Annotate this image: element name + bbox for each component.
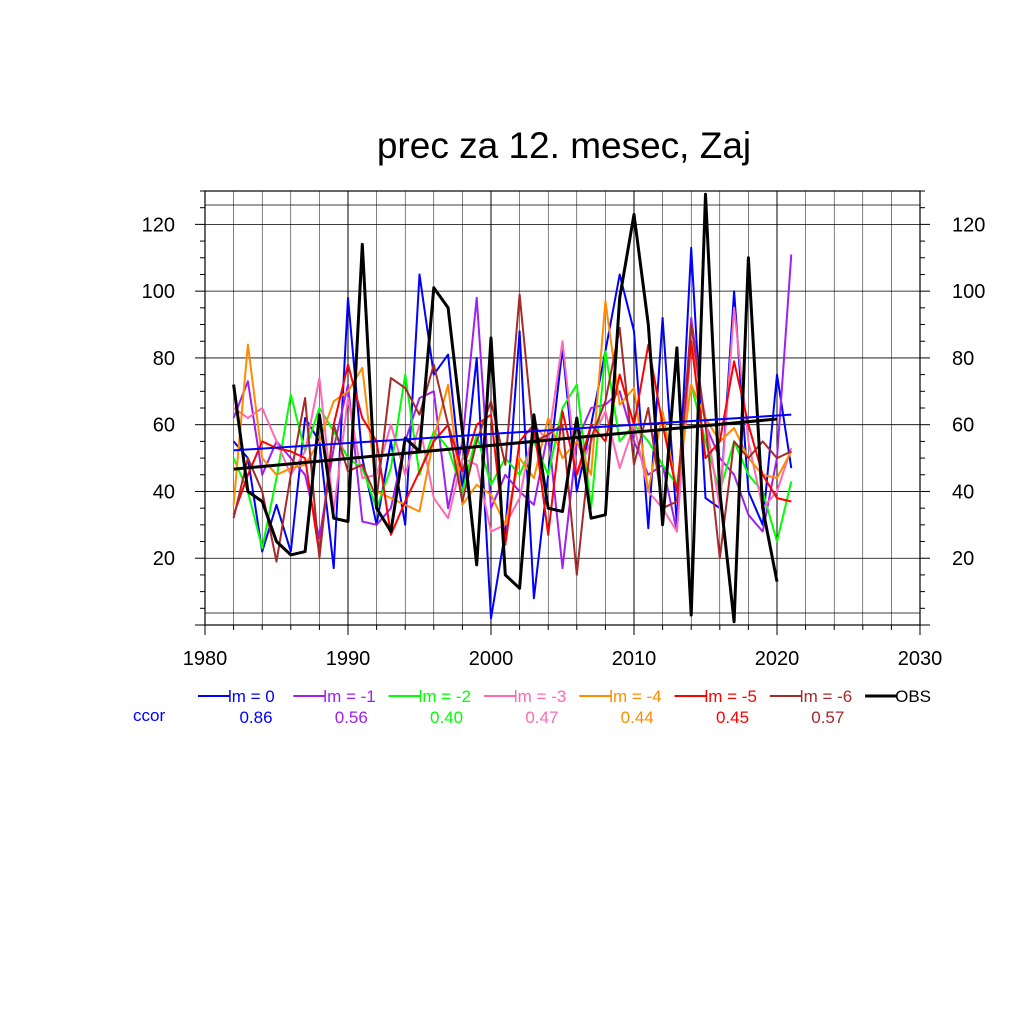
x-tick-label: 1980 xyxy=(183,648,228,670)
ccor-value: 0.44 xyxy=(621,708,654,727)
y-tick-label: 120 xyxy=(142,214,175,236)
y-tick-label-right: 120 xyxy=(952,214,985,236)
ccor-value: 0.86 xyxy=(239,708,272,727)
legend-label: lm = -6 xyxy=(800,687,852,706)
ccor-value: 0.56 xyxy=(335,708,368,727)
y-tick-label: 100 xyxy=(142,281,175,303)
legend-item: lm = -3 0.47 xyxy=(483,687,566,727)
legend-label: lm = -1 xyxy=(323,687,375,706)
y-tick-label-right: 20 xyxy=(952,548,974,570)
legend-item: lm = -1 0.56 xyxy=(293,687,376,727)
ccor-value: 0.47 xyxy=(525,708,558,727)
y-tick-label-right: 100 xyxy=(952,281,985,303)
legend-item: lm = -5 0.45 xyxy=(674,687,757,727)
x-tick-label: 2030 xyxy=(898,648,943,670)
series-1 xyxy=(232,254,793,570)
legend-item: lm = 0 0.86 xyxy=(198,687,275,727)
ccor-value: 0.45 xyxy=(716,708,749,727)
ccor-value: 0.40 xyxy=(430,708,463,727)
legend-item: OBS xyxy=(865,687,931,706)
y-tick-label: 40 xyxy=(153,481,175,503)
legend-label: OBS xyxy=(895,687,931,706)
ccor-value: 0.57 xyxy=(811,708,844,727)
grid xyxy=(204,191,921,625)
y-tick-label-right: 40 xyxy=(952,481,974,503)
legend-label: lm = -3 xyxy=(514,687,566,706)
legend-label: lm = -4 xyxy=(609,687,661,706)
series-line xyxy=(232,192,779,624)
y-tick-label-right: 80 xyxy=(952,348,974,370)
y-tick-label-right: 60 xyxy=(952,415,974,437)
legend-item: lm = -4 0.44 xyxy=(579,687,662,727)
x-tick-label: 2000 xyxy=(469,648,514,670)
x-tick-label: 1990 xyxy=(326,648,371,670)
legend-item: lm = -2 0.40 xyxy=(388,687,471,727)
x-tick-label: 2020 xyxy=(755,648,800,670)
chart-title: prec za 12. mesec, Zaj xyxy=(377,125,751,166)
legend: lm = 0 0.86 lm = -1 0.56 lm = -2 0.40 lm = -3 0… xyxy=(133,687,931,727)
series-line xyxy=(232,254,793,570)
y-tick-label: 20 xyxy=(153,548,175,570)
legend-label: lm = -2 xyxy=(419,687,471,706)
trend-line xyxy=(233,413,792,452)
legend-label: lm = 0 xyxy=(228,687,275,706)
plot-area xyxy=(232,192,793,624)
legend-label: lm = -5 xyxy=(705,687,757,706)
x-tick-label: 2010 xyxy=(612,648,657,670)
ccor-label: ccor xyxy=(133,706,165,725)
series-7 xyxy=(232,192,779,624)
trend-line xyxy=(233,417,778,471)
legend-item: lm = -6 0.57 xyxy=(769,687,852,727)
y-tick-label: 60 xyxy=(153,415,175,437)
y-tick-label: 80 xyxy=(153,348,175,370)
